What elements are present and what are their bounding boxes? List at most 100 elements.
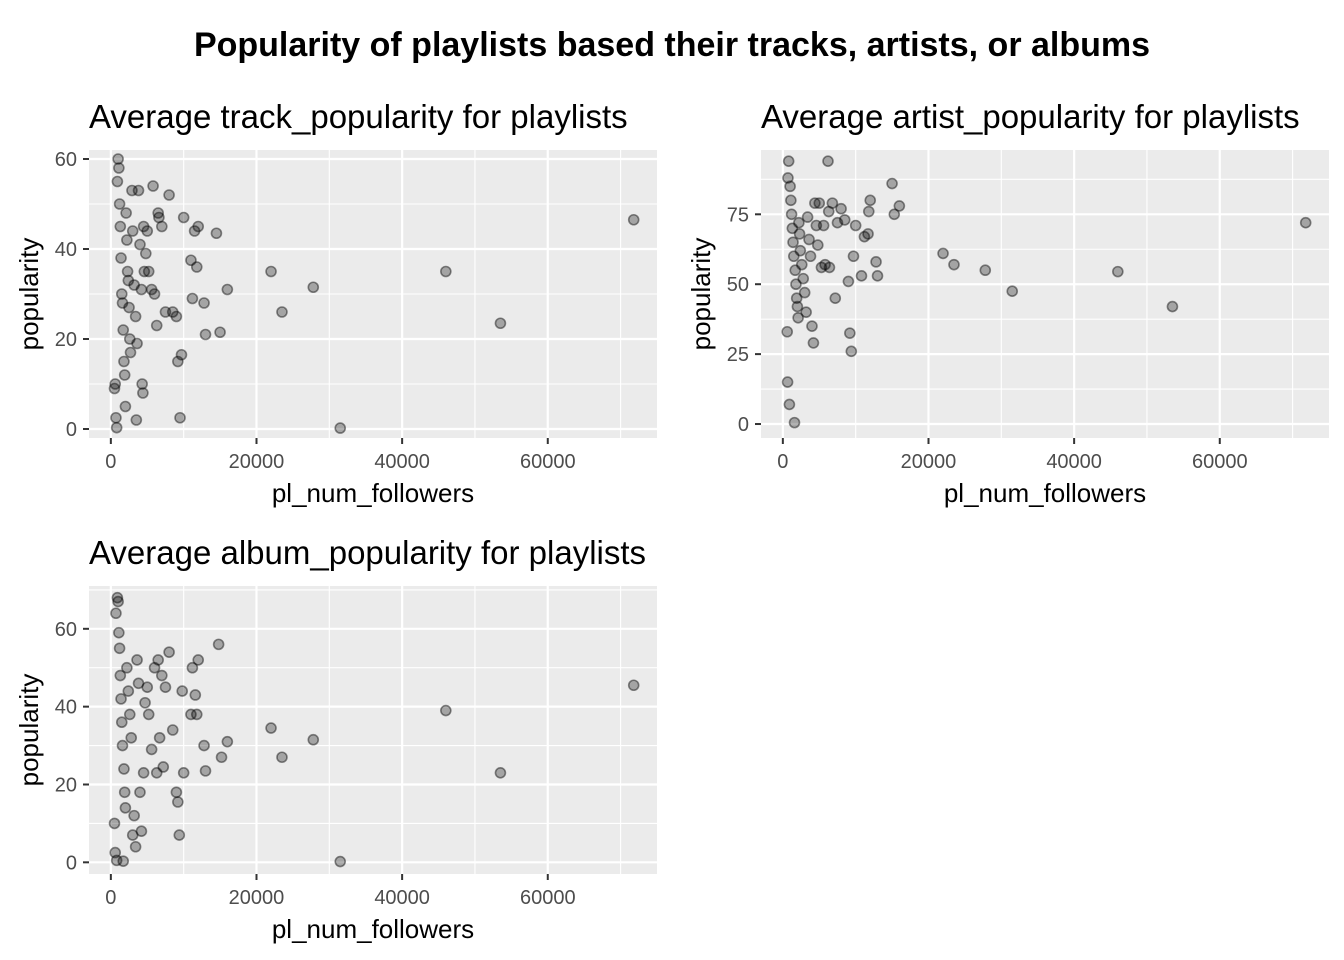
- data-point: [113, 626, 125, 639]
- data-point: [845, 345, 858, 358]
- data-point: [114, 220, 127, 233]
- figure-title: Popularity of playlists based their trac…: [194, 26, 1150, 64]
- x-tick-label: 60000: [520, 451, 576, 473]
- data-point: [792, 311, 804, 324]
- data-point: [831, 216, 844, 229]
- data-point: [440, 704, 452, 717]
- data-point: [844, 327, 856, 339]
- data-point: [118, 369, 131, 381]
- data-point: [170, 310, 183, 323]
- data-point: [307, 733, 320, 746]
- data-point: [937, 247, 949, 260]
- data-point: [137, 387, 149, 399]
- data-point: [210, 227, 223, 240]
- data-point: [781, 325, 794, 338]
- data-point: [819, 258, 831, 271]
- y-tick-label: 40: [55, 239, 77, 261]
- data-point: [627, 679, 640, 692]
- data-point: [798, 286, 811, 299]
- data-point: [166, 306, 179, 318]
- data-point: [176, 685, 189, 697]
- data-point: [804, 250, 817, 263]
- data-point: [170, 786, 183, 799]
- data-point: [862, 205, 875, 218]
- data-point: [108, 382, 121, 395]
- data-point: [783, 398, 796, 411]
- data-point: [803, 233, 815, 246]
- data-point: [110, 421, 123, 434]
- data-point: [115, 693, 127, 705]
- data-point: [334, 422, 347, 434]
- data-point: [221, 283, 234, 296]
- data-point: [156, 220, 168, 233]
- data-point: [842, 275, 855, 288]
- data-point: [1299, 216, 1312, 229]
- data-point: [132, 677, 145, 690]
- data-point: [109, 378, 122, 390]
- data-point: [112, 595, 124, 608]
- data-point: [118, 763, 130, 775]
- data-point: [979, 264, 992, 277]
- data-point: [148, 661, 161, 674]
- data-point: [785, 208, 798, 221]
- data-point: [112, 153, 124, 165]
- data-point: [110, 607, 122, 620]
- data-point: [787, 236, 799, 249]
- data-point: [886, 177, 898, 190]
- x-axis-title: pl_num_followers: [944, 478, 1146, 508]
- data-point: [131, 337, 143, 350]
- data-point: [157, 761, 170, 773]
- data-point: [790, 278, 802, 291]
- data-point: [116, 297, 129, 309]
- data-point: [807, 337, 820, 349]
- x-tick-label: 40000: [374, 887, 430, 909]
- x-tick-label: 20000: [229, 887, 285, 909]
- data-point: [797, 272, 810, 285]
- x-tick-label: 20000: [229, 451, 285, 473]
- data-point: [185, 708, 197, 721]
- y-tick-label: 0: [66, 419, 77, 441]
- data-point: [822, 205, 835, 218]
- data-point: [130, 414, 143, 426]
- data-point: [809, 197, 821, 209]
- data-point: [813, 197, 826, 209]
- data-point: [186, 292, 199, 305]
- data-point: [117, 855, 130, 867]
- data-point: [784, 180, 796, 193]
- data-point: [494, 317, 507, 330]
- data-point: [862, 228, 874, 240]
- data-point: [159, 681, 172, 693]
- x-tick-label: 60000: [520, 887, 576, 909]
- x-axis-title: pl_num_followers: [272, 914, 474, 944]
- data-point: [116, 739, 129, 752]
- data-point: [150, 319, 163, 332]
- data-point: [786, 222, 799, 235]
- data-point: [307, 281, 320, 294]
- data-point: [186, 661, 199, 674]
- data-point: [815, 261, 828, 274]
- data-point: [128, 809, 140, 822]
- data-point: [113, 162, 125, 174]
- data-point: [111, 175, 124, 188]
- data-point: [132, 184, 145, 197]
- data-point: [192, 220, 205, 233]
- data-point: [858, 230, 871, 243]
- data-point: [135, 825, 148, 837]
- data-point: [121, 661, 133, 674]
- data-point: [276, 306, 288, 318]
- data-point: [142, 265, 155, 278]
- panel-title: Average track_popularity for playlists: [89, 98, 628, 135]
- data-point: [129, 310, 142, 323]
- data-point: [123, 708, 136, 721]
- data-point: [173, 829, 186, 841]
- data-point: [150, 767, 163, 779]
- data-point: [145, 283, 158, 296]
- panel-3: 0 20000 40000 60000 0 20 40 60 Average album_pop…: [14, 534, 657, 944]
- data-point: [849, 219, 862, 232]
- data-point: [190, 261, 203, 273]
- data-point: [148, 288, 161, 300]
- data-point: [115, 252, 127, 264]
- panel-title: Average album_popularity for playlists: [89, 534, 646, 571]
- data-point: [829, 292, 842, 304]
- panel-2: 0 20000 40000 60000 0 25 50 75 Average artist_po…: [686, 98, 1329, 508]
